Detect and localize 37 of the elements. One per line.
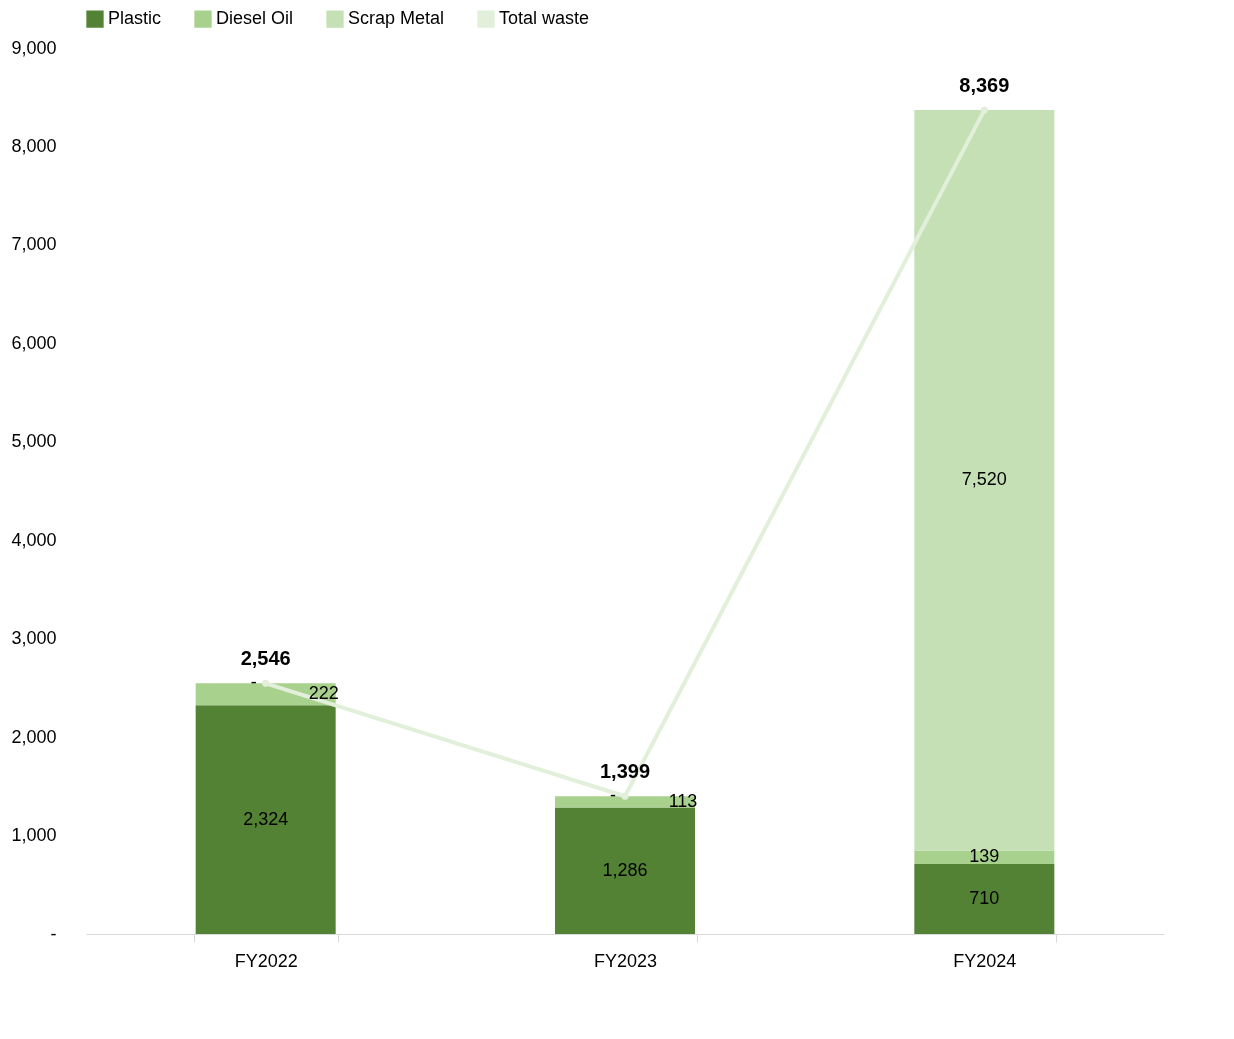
legend-label: Plastic <box>108 8 162 29</box>
data-label: - <box>610 785 616 806</box>
point <box>262 679 270 687</box>
bar <box>555 807 695 934</box>
y-tick-label: - <box>50 923 57 944</box>
data-label: 7,520 <box>961 469 1007 490</box>
data-label: 1,286 <box>602 859 648 880</box>
bar <box>914 864 1055 934</box>
bar <box>914 850 1055 865</box>
data-label: 8,369 <box>959 74 1010 97</box>
point <box>980 106 988 114</box>
data-label: 2,546 <box>240 647 291 670</box>
x-tick-label: FY2024 <box>953 950 1017 971</box>
y-tick-label: 6,000 <box>11 332 57 353</box>
data-label: 2,324 <box>243 808 289 829</box>
data-label: 710 <box>969 888 1000 909</box>
y-tick-label: 1,000 <box>11 825 57 846</box>
bar <box>914 110 1055 851</box>
data-label: 139 <box>969 846 1000 867</box>
data-label: 1,399 <box>599 760 651 783</box>
y-tick-label: 8,000 <box>11 135 57 156</box>
point <box>621 792 629 800</box>
bar <box>195 705 336 934</box>
y-tick-label: 4,000 <box>11 529 57 550</box>
y-tick-label: 7,000 <box>11 234 57 255</box>
y-tick-label: 2,000 <box>11 726 57 747</box>
x-tick-label: FY2023 <box>593 950 658 971</box>
data-label: - <box>250 672 257 693</box>
legend-label: Total waste <box>499 8 590 29</box>
legend-label: Diesel Oil <box>216 8 294 29</box>
data-label: 113 <box>668 790 698 811</box>
y-tick-label: 3,000 <box>11 628 57 649</box>
data-label: 222 <box>308 683 339 704</box>
legend-label: Scrap Metal <box>348 8 445 29</box>
y-tick-label: 9,000 <box>11 37 57 58</box>
y-tick-label: 5,000 <box>11 431 57 452</box>
x-tick-label: FY2022 <box>234 950 298 971</box>
